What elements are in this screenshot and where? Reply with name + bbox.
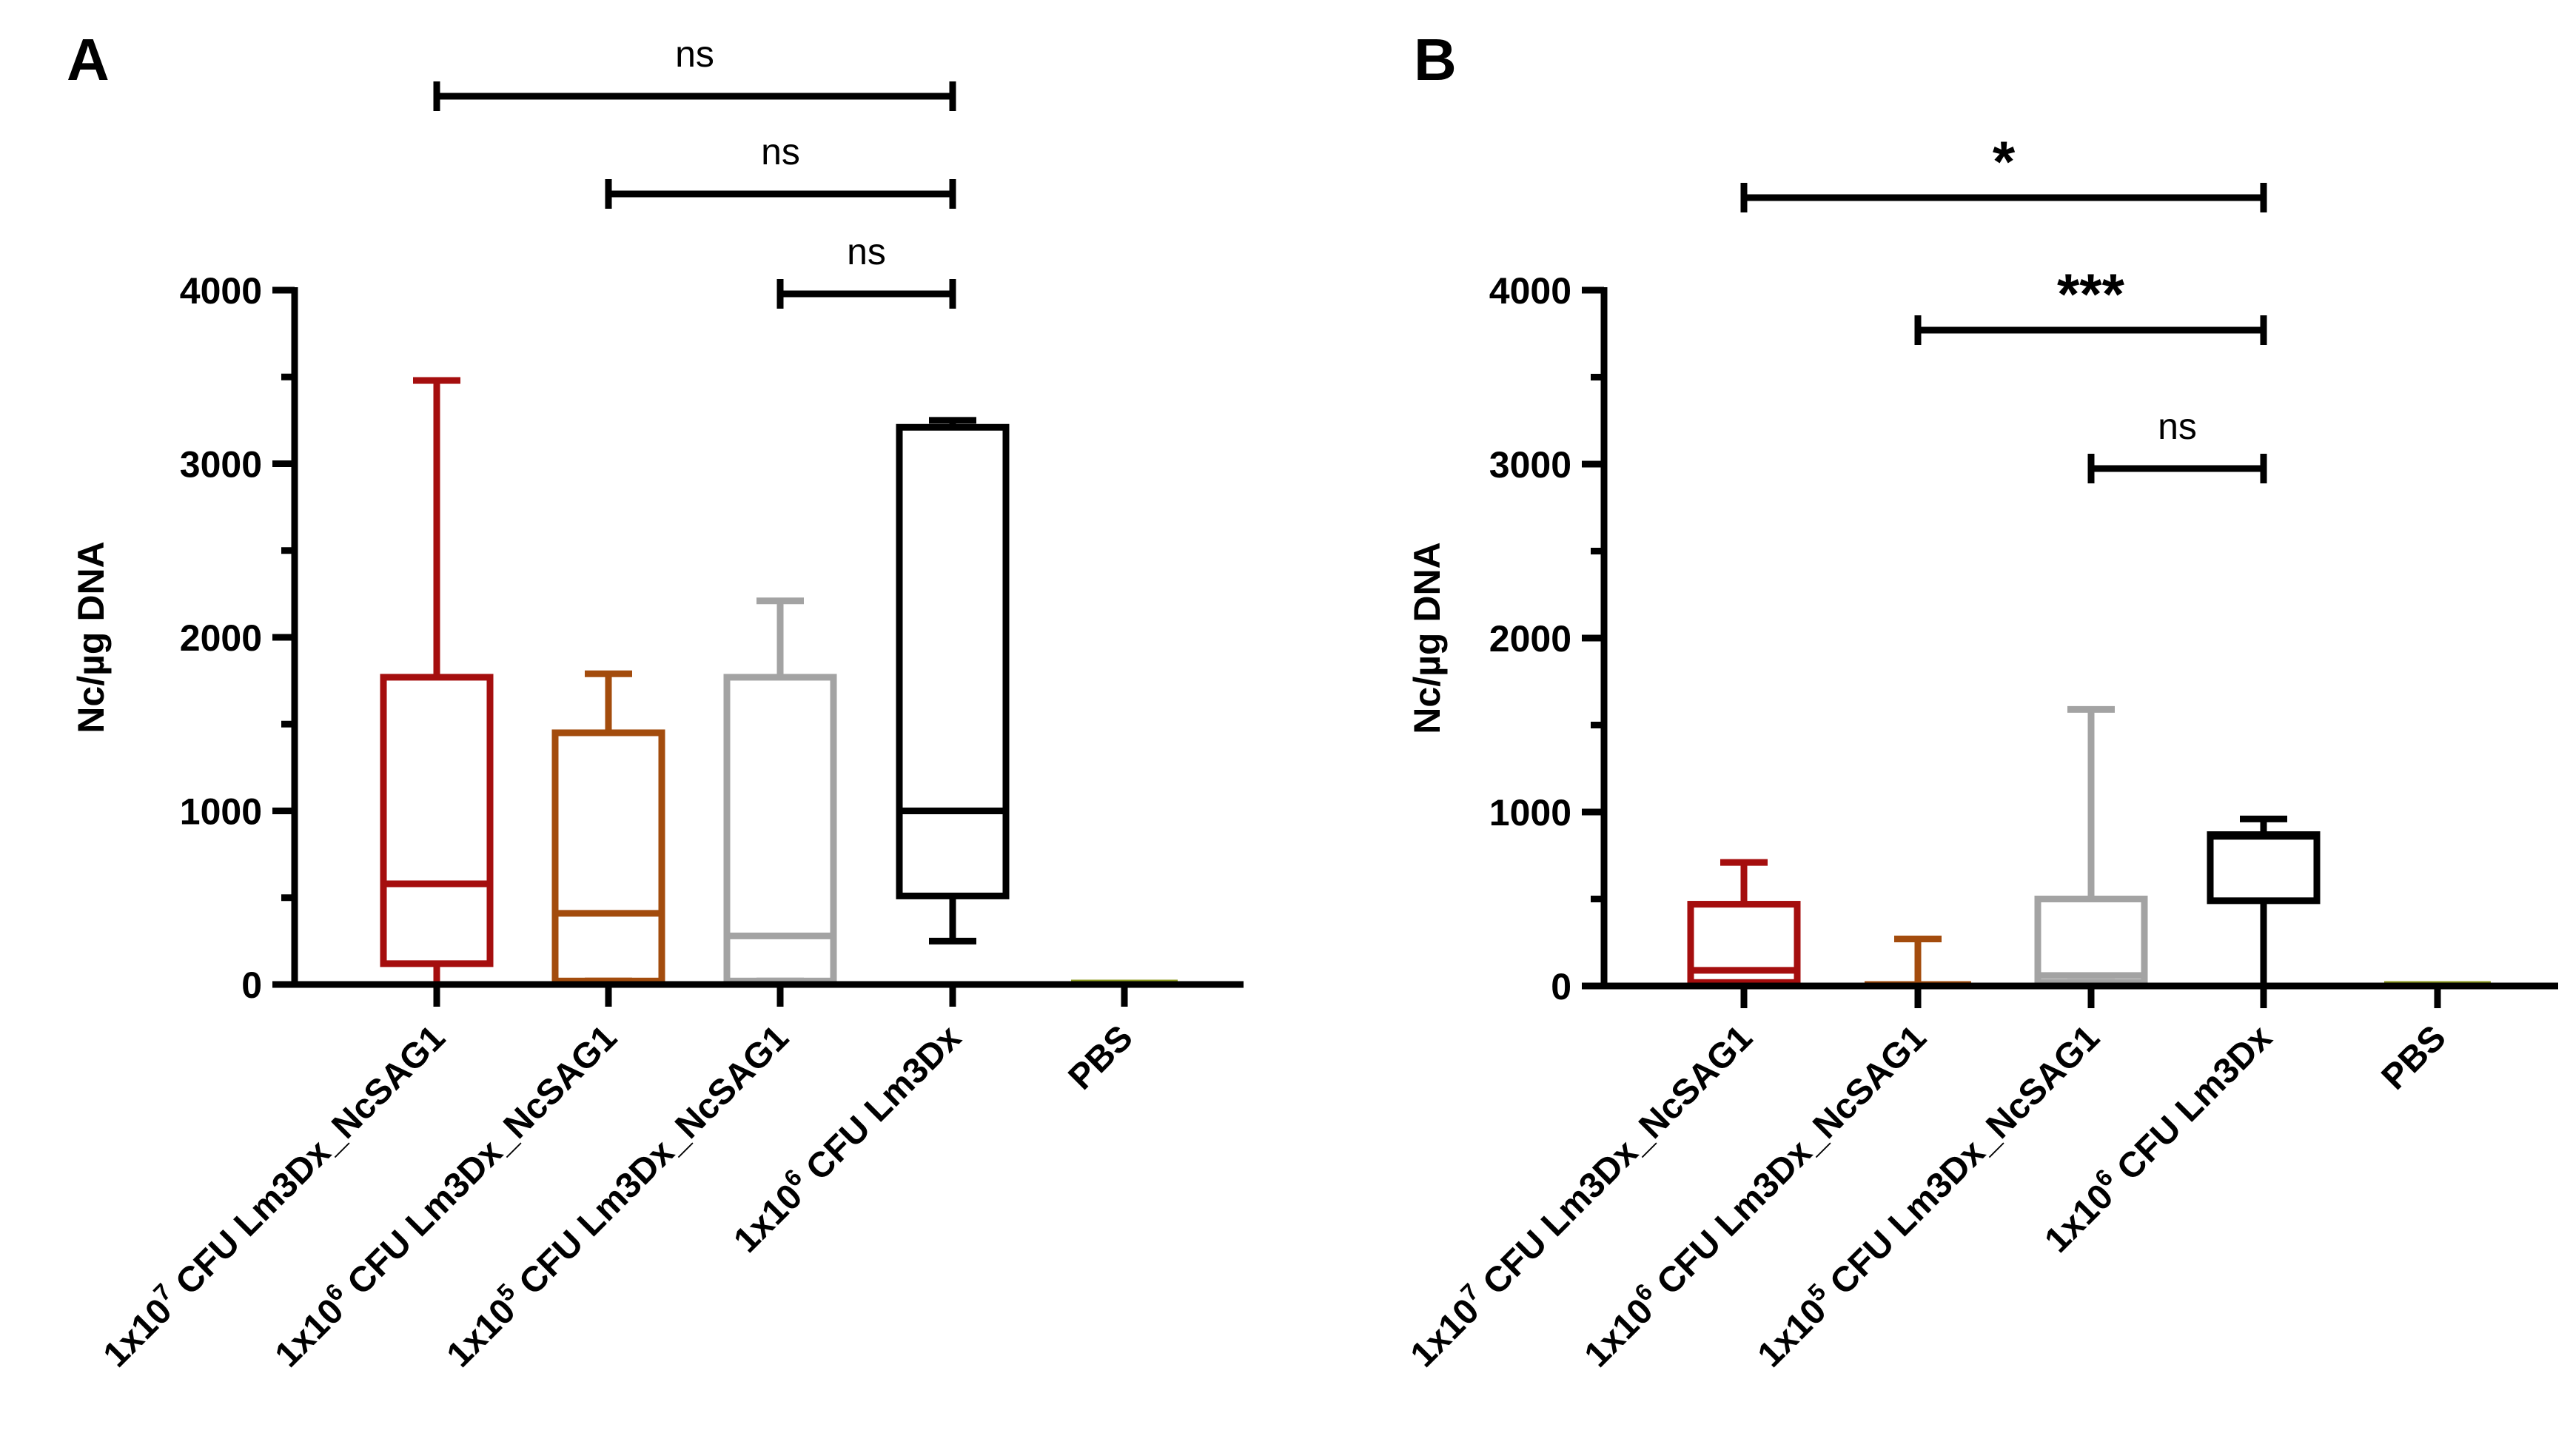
y-tick-label: 0 — [1551, 966, 1571, 1007]
x-tick-label: 1x105 CFU Lm3Dx_NcSAG1 — [1747, 1014, 2107, 1375]
significance-label: ns — [675, 33, 714, 75]
y-tick-label: 3000 — [180, 444, 262, 486]
x-label-suffix: CFU Lm3Dx_NcSAG1 — [333, 1018, 625, 1309]
box-2 — [551, 670, 665, 984]
x-label-prefix: PBS — [2375, 1018, 2454, 1097]
y-tick-label: 2000 — [180, 617, 262, 659]
box-iqr — [551, 729, 665, 984]
significance-label: ns — [2158, 406, 2197, 447]
box-iqr — [723, 674, 837, 984]
box-iqr — [1687, 901, 1801, 986]
box-4 — [2207, 815, 2321, 990]
significance-bracket: * — [1740, 129, 2267, 212]
box-iqr — [896, 423, 1010, 899]
panel-a: A 0 1000 2000 3000 4000 Nc/µg DNA 1x107 CFU Lm3… — [67, 27, 1244, 1375]
y-tick-label: 1000 — [1489, 792, 1571, 833]
significance-label: * — [1993, 129, 2016, 194]
box-3 — [2034, 705, 2148, 986]
x-tick-label: 1x107 CFU Lm3Dx_NcSAG1 — [93, 1014, 453, 1375]
y-tick-label: 4000 — [1489, 270, 1571, 312]
significance-label: ns — [847, 231, 886, 272]
x-label-suffix: CFU Lm3Dx_NcSAG1 — [161, 1018, 453, 1309]
panel-label: B — [1414, 27, 1457, 93]
box-1 — [1687, 859, 1801, 990]
y-tick-label: 4000 — [180, 270, 262, 312]
box-3 — [723, 597, 837, 984]
x-label-suffix: CFU Lm3Dx_NcSAG1 — [1469, 1018, 1760, 1309]
y-tick-label: 2000 — [1489, 618, 1571, 660]
y-axis-label: Nc/µg DNA — [70, 541, 112, 733]
significance-bracket: ns — [776, 231, 956, 309]
panel-label: A — [67, 27, 110, 93]
x-label-suffix: CFU Lm3Dx — [2103, 1018, 2280, 1195]
x-tick-label: 1x106 CFU Lm3Dx_NcSAG1 — [264, 1014, 625, 1375]
box-iqr — [380, 674, 494, 967]
panel-b: B 0 1000 2000 3000 4000 Nc/µg DNA 1x107 CFU Lm3… — [1400, 27, 2558, 1375]
x-tick-label: 1x107 CFU Lm3Dx_NcSAG1 — [1400, 1014, 1760, 1375]
significance-bracket: ns — [2087, 406, 2267, 483]
x-label-suffix: CFU Lm3Dx_NcSAG1 — [1643, 1018, 1934, 1309]
significance-bracket: *** — [1914, 261, 2267, 345]
box-iqr — [2207, 831, 2321, 905]
x-label-suffix: CFU Lm3Dx — [792, 1018, 969, 1195]
x-tick-label: PBS — [2375, 1018, 2454, 1097]
box-4 — [896, 417, 1010, 945]
box-1 — [380, 377, 494, 988]
y-axis-label: Nc/µg DNA — [1406, 542, 1448, 734]
significance-bracket: ns — [605, 131, 956, 209]
x-label-suffix: CFU Lm3Dx_NcSAG1 — [505, 1018, 796, 1309]
y-tick-label: 3000 — [1489, 444, 1571, 486]
x-label-prefix: PBS — [1061, 1018, 1141, 1097]
x-tick-label: PBS — [1061, 1018, 1141, 1097]
significance-bracket: ns — [433, 33, 956, 111]
significance-label: ns — [761, 131, 800, 172]
y-tick-label: 0 — [241, 964, 262, 1006]
x-label-suffix: CFU Lm3Dx_NcSAG1 — [1816, 1018, 2107, 1309]
significance-label: *** — [2057, 261, 2125, 326]
box-2 — [1865, 936, 1971, 988]
x-tick-label: 1x106 CFU Lm3Dx_NcSAG1 — [1574, 1014, 1934, 1375]
x-tick-label: 1x105 CFU Lm3Dx_NcSAG1 — [436, 1014, 796, 1375]
y-tick-label: 1000 — [180, 791, 262, 833]
box-iqr — [2034, 896, 2148, 986]
